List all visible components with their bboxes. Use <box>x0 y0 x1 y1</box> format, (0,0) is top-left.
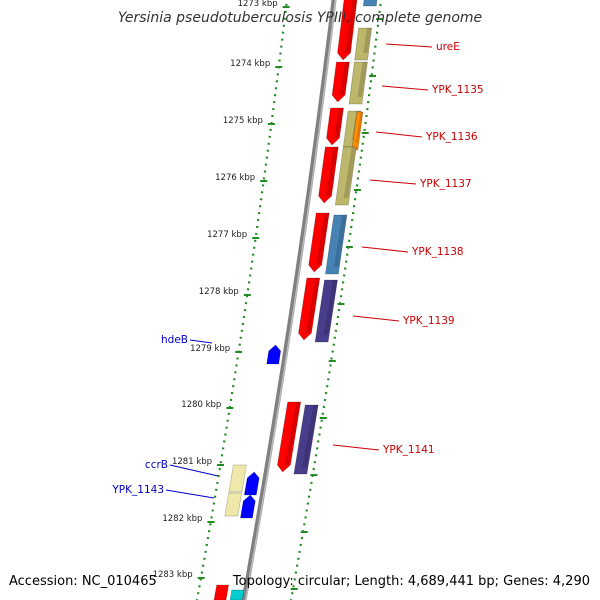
label-leader <box>169 464 219 477</box>
track2-darkslate-1-shade <box>323 280 338 335</box>
track2-steelblue <box>324 214 348 275</box>
cds-bottom-cyan <box>229 589 245 600</box>
cds-ccrB <box>243 471 260 496</box>
label-leader <box>375 131 423 138</box>
label-leader <box>369 179 417 185</box>
backbone <box>241 0 337 600</box>
cds-bottom-red <box>213 584 230 600</box>
track2-darkslate-1 <box>314 279 338 343</box>
track2-darkslate-2 <box>293 404 319 475</box>
cds-ypk1139-shade <box>305 278 320 333</box>
topology-text: Topology: circular; Length: 4,689,441 bp… <box>232 574 590 589</box>
cds-ypk1143 <box>239 494 256 519</box>
track2-steelblue-shade <box>333 215 347 267</box>
backbone-highlight <box>244 0 337 600</box>
label-leader <box>352 315 400 322</box>
track2-khaki-1-shade <box>363 28 372 53</box>
tick-label: 1277 kbp <box>207 230 247 240</box>
tick-label: 1275 kbp <box>223 116 263 126</box>
cds-ypk1141-shade <box>284 402 301 465</box>
gene-label-hdeB: hdeB <box>161 334 188 346</box>
track2-steelblue-top <box>362 0 378 7</box>
gene-label-ccrB: ccrB <box>145 459 168 471</box>
label-leader <box>385 43 433 48</box>
label-leader <box>332 444 380 451</box>
track2-khaki-2 <box>348 61 368 105</box>
cds-ypk1136-shade <box>334 108 344 138</box>
gene-label-YPK_1135: YPK_1135 <box>431 84 484 96</box>
track2-darkslate-2-shade <box>302 405 319 467</box>
track2-khaki-2-shade <box>357 62 368 97</box>
cds-ypk1136 <box>326 107 344 146</box>
tick-label: 1278 kbp <box>199 287 239 297</box>
tick-label: 1281 kbp <box>172 457 212 467</box>
label-leader <box>189 339 213 344</box>
feature-tracks <box>213 0 378 600</box>
tick-label: 1273 kbp <box>238 0 278 9</box>
cds-ypk1137-shade <box>326 147 339 196</box>
tick-label: 1276 kbp <box>215 173 255 183</box>
track2-orange <box>351 111 364 151</box>
accession-text: Accession: NC_010465 <box>9 574 157 589</box>
tick-label: 1279 kbp <box>190 344 230 354</box>
backbone-line <box>241 0 337 600</box>
tick-label: 1274 kbp <box>230 59 270 69</box>
cds-ypk1138-shade <box>316 213 330 265</box>
tick-label: 1282 kbp <box>162 514 202 524</box>
cds-ypk1135 <box>331 61 350 103</box>
gene-label-YPK_1136: YPK_1136 <box>425 131 478 143</box>
cds-ypk1139 <box>298 277 321 341</box>
track2-khaki-4-shade <box>343 147 357 198</box>
tick-marks: 1273 kbp 1274 kbp 1275 kbp 1276 kbp 1277 kbp… <box>153 0 384 590</box>
cds-ypk1135-shade <box>339 62 350 95</box>
cds-ypk1138 <box>308 212 330 273</box>
gene-label-YPK_1139: YPK_1139 <box>402 315 455 327</box>
gene-label-ureE: ureE <box>436 41 460 53</box>
cds-ureE-shade <box>345 0 357 53</box>
gene-label-YPK_1141: YPK_1141 <box>382 444 435 456</box>
track2-khaki-1 <box>354 27 372 61</box>
gene-label-YPK_1138: YPK_1138 <box>411 246 464 258</box>
cds-ypk1137 <box>318 146 339 204</box>
tick-label: 1280 kbp <box>181 400 221 410</box>
track-paleyellow-2 <box>224 492 243 517</box>
map-title: Yersinia pseudotuberculosis YPIII, compl… <box>117 10 483 26</box>
gene-labels: ureE YPK_1135 YPK_1136 YPK_1137 YPK_1138 YPK_… <box>111 41 484 499</box>
cds-ureE <box>337 0 358 61</box>
track2-khaki-4 <box>334 146 357 206</box>
label-leader <box>165 489 215 499</box>
gene-label-YPK_1137: YPK_1137 <box>419 178 472 190</box>
tick-label: 1283 kbp <box>153 570 193 580</box>
cds-hdeB <box>266 344 282 365</box>
gene-label-YPK_1143: YPK_1143 <box>111 484 164 496</box>
label-leader <box>381 85 429 91</box>
label-leader <box>361 246 409 253</box>
track-paleyellow-1 <box>228 464 247 493</box>
cds-ypk1141 <box>277 401 302 473</box>
track2-orange-shade <box>355 112 363 143</box>
